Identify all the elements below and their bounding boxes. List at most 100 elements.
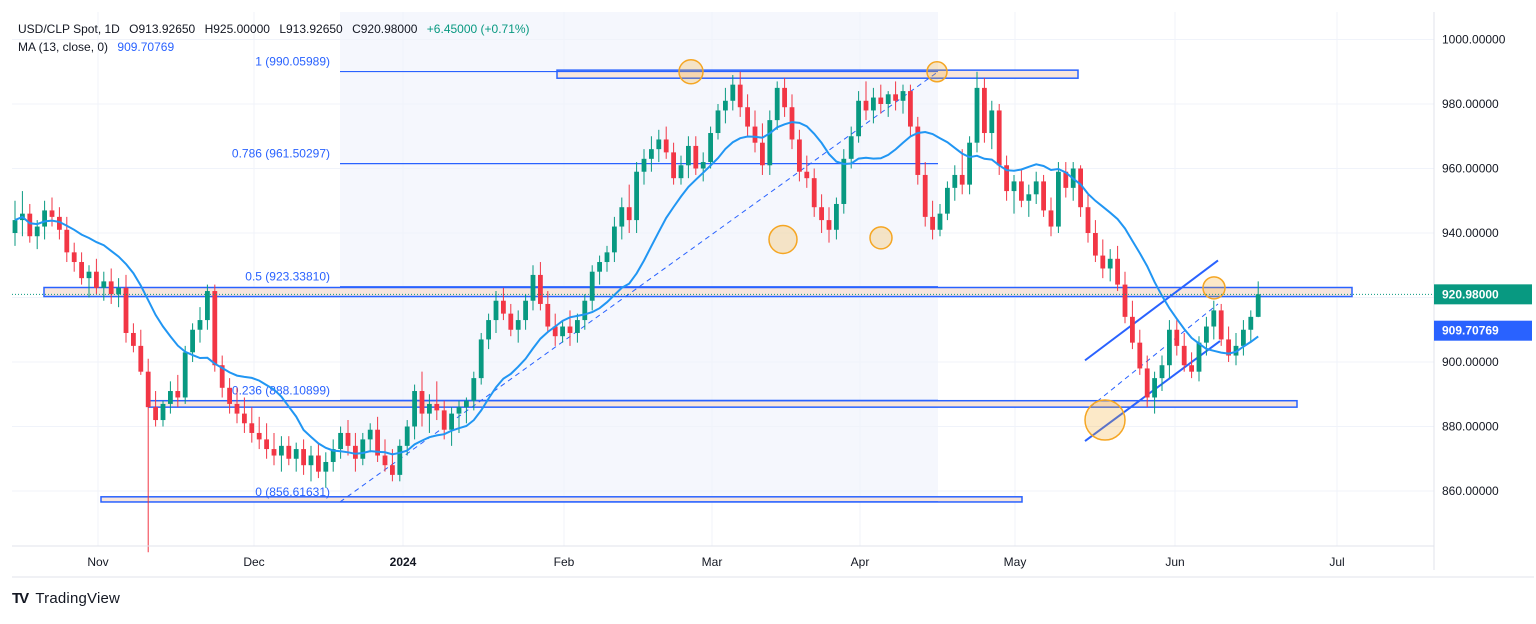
fib-level-label: 0.5 (923.33810) (245, 270, 330, 284)
candle-body (412, 391, 417, 427)
candle-body (1093, 233, 1098, 256)
y-axis: 1000.00000 980.00000 960.00000 940.00000 920… (1442, 33, 1506, 499)
candle-body (42, 210, 47, 227)
candle-body (1033, 181, 1039, 195)
candle-body (1189, 365, 1194, 372)
candle-body (345, 432, 351, 446)
fibonacci-retracement: 1 (990.05989) 0.786 (961.50297) 0.5 (923.3… (232, 55, 939, 503)
candle-body (79, 262, 84, 279)
last-price-tag (1434, 284, 1532, 305)
candle-body (693, 145, 699, 169)
moving-average-line (14, 121, 1259, 456)
candle-body (308, 455, 314, 466)
tradingview-brand[interactable]: TV TradingView (12, 590, 120, 607)
brand-name: TradingView (35, 590, 121, 607)
candle-body (168, 391, 173, 404)
candle-body (1167, 329, 1172, 366)
candle-body (404, 426, 410, 446)
candle-body (560, 326, 565, 337)
highlight-circle (1084, 399, 1126, 441)
highlight-circle (678, 59, 704, 85)
candle-body (501, 300, 506, 314)
candle-body (464, 400, 469, 408)
candle-body (619, 207, 625, 227)
candle-body (612, 226, 617, 253)
fib-shaded-region (340, 12, 938, 500)
x-tick-label: 2024 (390, 555, 417, 569)
fib-level-label: 0 (856.61631) (255, 485, 330, 499)
candle-body (427, 403, 432, 414)
candle-body (1211, 310, 1217, 327)
high-value: H925.00000 (204, 22, 270, 36)
candle-body (486, 320, 491, 340)
tradingview-logo-icon: TV (12, 590, 29, 607)
candle-body (811, 178, 817, 208)
fib-level-label: 0.786 (961.50297) (232, 147, 330, 161)
candle-body (197, 320, 203, 330)
candle-body (175, 391, 181, 398)
candle-body (1026, 194, 1032, 201)
candle-body (323, 461, 329, 472)
candle-body (234, 403, 240, 414)
candlestick-series (12, 71, 1261, 553)
candle-body (434, 403, 440, 411)
candle-body (12, 220, 18, 233)
ma-label[interactable]: MA (13, close, 0) (18, 40, 109, 54)
candle-body (626, 207, 632, 221)
y-tick-label: 940.00000 (1442, 226, 1499, 240)
candle-body (952, 174, 958, 188)
candle-body (686, 145, 691, 166)
y-tick-label: 900.00000 (1442, 355, 1499, 369)
ma-value-tag (1434, 320, 1532, 341)
x-tick-label: Dec (243, 555, 264, 569)
candle-body (493, 300, 499, 321)
candle-body (1041, 181, 1046, 211)
candle-body (1048, 210, 1054, 227)
candle-body (123, 287, 129, 333)
candle-body (1152, 378, 1157, 398)
candle-body (182, 352, 188, 398)
candle-body (478, 339, 484, 379)
highlight-circle (1202, 276, 1226, 300)
x-tick-label: Nov (87, 555, 108, 569)
low-value: L913.92650 (279, 22, 343, 36)
symbol-label[interactable]: USD/CLP Spot, 1D (18, 22, 120, 36)
candle-body (915, 126, 921, 175)
ma-value: 909.70769 (117, 40, 175, 54)
candle-body (64, 229, 70, 253)
candle-body (286, 445, 292, 459)
candle-body (367, 429, 373, 440)
candle-body (774, 87, 780, 121)
candle-body (1100, 255, 1106, 269)
candle-body (856, 100, 861, 137)
candle-body (1063, 171, 1069, 188)
candle-body (1130, 316, 1135, 343)
candle-body (1241, 329, 1246, 346)
candle-body (641, 158, 647, 172)
candle-body (131, 332, 136, 346)
candle-body (567, 326, 573, 333)
candle-body (108, 281, 114, 295)
y-tick-label: 960.00000 (1442, 162, 1499, 176)
candle-body (145, 371, 151, 408)
candle-body (678, 165, 684, 179)
candle-body (34, 226, 40, 237)
candle-body (249, 423, 255, 433)
candle-body (782, 87, 787, 108)
candle-body (863, 100, 869, 111)
candle-body (293, 449, 299, 459)
ma-value-tag-text: 909.70769 (1442, 324, 1499, 338)
candle-body (264, 439, 269, 450)
price-tags: 920.98000 909.70769 (12, 284, 1532, 341)
candle-body (1115, 258, 1120, 285)
highlight-circles (678, 59, 1226, 441)
candle-body (86, 271, 92, 279)
candle-body (1218, 310, 1224, 340)
candle-body (996, 110, 1002, 166)
candle-body (116, 287, 121, 295)
candle-body (190, 329, 195, 353)
candle-body (1255, 294, 1261, 317)
candle-body (1019, 181, 1024, 201)
candle-body (330, 449, 336, 462)
candle-body (834, 203, 839, 230)
